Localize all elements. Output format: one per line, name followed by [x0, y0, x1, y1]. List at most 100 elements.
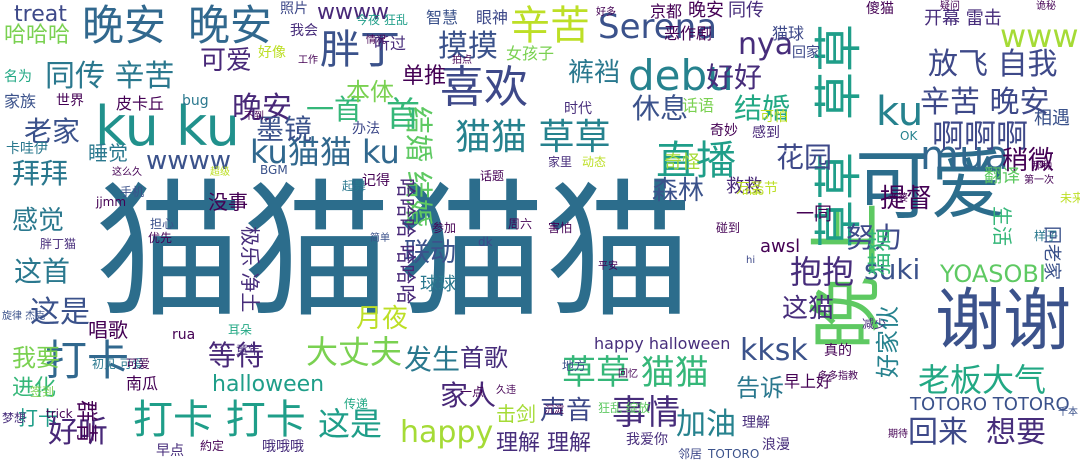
word-耳朵: 耳朵 [228, 323, 253, 337]
word-老家: 老家 [24, 115, 81, 148]
word-不到: 不到 [244, 111, 264, 122]
word-我会: 我会 [290, 23, 318, 39]
word-哦哦哦: 哦哦哦 [262, 439, 304, 455]
word-直播: 直播 [656, 138, 736, 184]
word-胖丁: 胖丁 [320, 27, 400, 73]
word-担心: 担心 [150, 217, 175, 231]
word-结婚: 结婚 [734, 92, 791, 125]
word-睡觉: 睡觉 [88, 141, 128, 165]
word-那种: 那种 [1032, 161, 1052, 172]
word-一首: 一首 [306, 93, 363, 126]
word-喜欢: 喜欢 [440, 62, 528, 113]
word-疑问: 疑问 [940, 1, 960, 12]
word-工作: 工作 [298, 55, 318, 66]
word-进化: 进化 [12, 376, 57, 401]
word-生活: 生活 [990, 206, 1014, 246]
word-害怕: 害怕 [548, 221, 573, 235]
word-好像: 好像 [258, 45, 286, 61]
word-月夜: 月夜 [356, 304, 409, 334]
word-极乐-净土: 极乐 净土 [238, 226, 262, 313]
word-老板大气: 老板大气 [918, 361, 1047, 399]
word-加油: 加油 [676, 407, 736, 442]
word-家人: 家人 [440, 379, 497, 412]
word-wwww: wwww [317, 0, 389, 25]
word-放飞-自我: 放飞 自我 [928, 47, 1058, 82]
word-首歌: 首歌 [460, 344, 508, 372]
word-晚安-2: 晚安 [188, 1, 273, 50]
word-mao: mao [742, 187, 764, 198]
word-草草-v1: 草草 [811, 23, 867, 120]
word-地方: 地方 [562, 359, 587, 373]
word-努力: 努力 [846, 221, 903, 254]
word-BGM: BGM [260, 163, 288, 177]
word-本体: 本体 [346, 78, 394, 106]
word-happy-halloween: happy halloween [594, 334, 731, 353]
word-一同: 一同 [796, 204, 832, 225]
word-打卡-打卡: 打卡 打卡 [133, 397, 306, 443]
word-ku猫猫-ku: ku猫猫 ku [250, 133, 400, 171]
word-初见-可爱: 初见 可爱 [92, 357, 144, 371]
word-理解-理解: 理解 理解 [496, 431, 591, 456]
word-哈哈哈: 哈哈哈 [4, 23, 71, 48]
word-啊啊啊: 啊啊啊 [932, 117, 1029, 155]
word-猫猫-small: 猫猫 [866, 228, 894, 276]
word-奇怪: 奇怪 [664, 152, 700, 173]
word-晚安: 晚安 [82, 1, 167, 50]
word-抱抱: 抱抱 [790, 253, 855, 291]
word-ku: ku [876, 89, 924, 135]
word-hi: hi [746, 255, 756, 266]
word-世界: 世界 [56, 93, 84, 109]
word-回家: 回家 [792, 45, 820, 61]
word-参加: 参加 [432, 221, 457, 235]
word-声音: 声音 [540, 396, 593, 426]
word-裤裆: 裤裆 [568, 58, 621, 88]
word-wwww-2: wwww [146, 146, 232, 176]
word-万圣节: 万圣节 [736, 181, 778, 197]
word-联动: 联动 [404, 238, 457, 268]
word-南瓜: 南瓜 [126, 374, 159, 393]
word-好好: 好好 [706, 61, 763, 94]
word-签到: 签到 [30, 385, 55, 399]
word-未来: 未来 [1060, 191, 1080, 205]
word-这猫: 这猫 [782, 294, 835, 324]
word-好听: 好听 [48, 415, 108, 450]
word-智慧: 智慧 [426, 8, 459, 27]
word-没事: 没事 [208, 190, 248, 214]
word-猫猫-large-left: 猫猫 [95, 166, 391, 338]
word-超级: 超级 [210, 167, 230, 178]
word-记得: 记得 [362, 173, 390, 189]
word-家里: 家里 [548, 155, 573, 169]
word-awsl: awsl [760, 236, 801, 257]
word-同传-辛苦: 同传 辛苦 [45, 59, 175, 94]
word-森林: 森林 [652, 176, 705, 206]
word-halloween: halloween [212, 372, 325, 397]
word-第一次: 第一次 [1024, 175, 1054, 186]
word-沉淀: 沉淀 [544, 405, 564, 416]
word-回忆: 回忆 [618, 369, 638, 380]
word-减少: 减少 [862, 317, 887, 331]
word-同传-2: 同传 [728, 0, 764, 21]
word-rua: rua [172, 327, 196, 343]
word-bug: bug [182, 93, 209, 109]
word-唱歌: 唱歌 [88, 318, 128, 342]
word-优先: 优先 [148, 231, 173, 245]
word-诡秘: 诡秘 [1036, 1, 1056, 12]
word-家族: 家族 [4, 92, 37, 111]
word-碰到: 碰到 [716, 221, 741, 235]
word-样子: 样子 [1034, 229, 1059, 243]
word-浪漫: 浪漫 [762, 437, 790, 453]
word-女孩子: 女孩子 [506, 44, 555, 63]
word-jjmm: jjmm [96, 195, 127, 209]
word-狂乱-绽放: 狂乱 绽放 [598, 401, 650, 415]
word-YOASOBI: YOASOBI [940, 260, 1046, 288]
word-TOTORO-TOTORO: TOTORO TOTORO [910, 394, 1070, 415]
word-傻猫: 傻猫 [866, 1, 894, 17]
word-发生: 发生 [404, 343, 461, 376]
word-好多: 好多 [596, 7, 616, 18]
word-照片: 照片 [280, 1, 308, 17]
word-周六: 周六 [508, 217, 533, 231]
word-休息: 休息 [632, 92, 689, 125]
word-晚安-4: 晚安 [688, 0, 724, 21]
word-话题: 话题 [480, 169, 505, 183]
word-时代: 时代 [564, 101, 592, 117]
